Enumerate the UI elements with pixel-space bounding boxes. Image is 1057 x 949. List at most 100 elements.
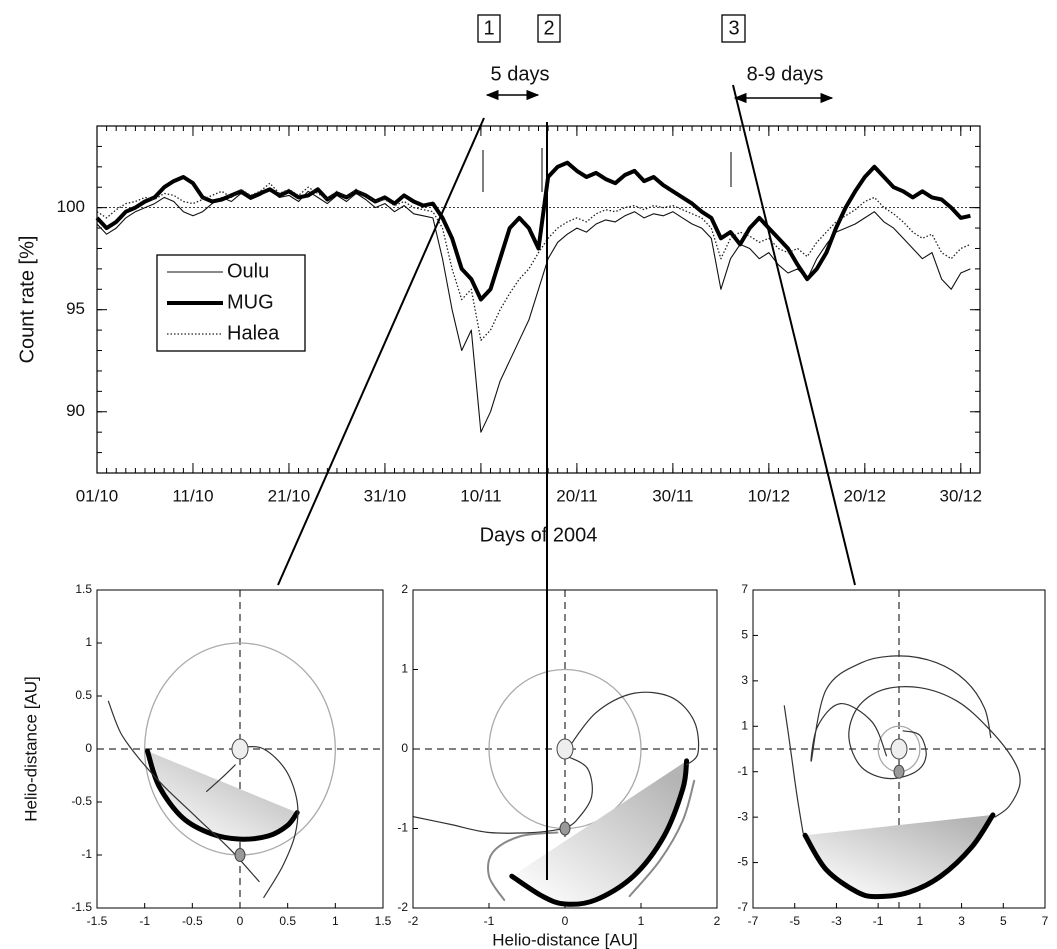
annotation-box bbox=[477, 14, 501, 43]
legend-label: Oulu bbox=[227, 260, 269, 282]
y-tick-label: -0.5 bbox=[71, 794, 92, 808]
y-tick-label: -1 bbox=[397, 821, 408, 835]
plot-area bbox=[413, 590, 717, 908]
x-tick-label: 30/11 bbox=[652, 486, 693, 505]
x-tick-label: -3 bbox=[831, 914, 842, 928]
field-line bbox=[783, 705, 804, 834]
y-tick-label: 90 bbox=[66, 401, 85, 420]
data-line bbox=[96, 182, 971, 341]
x-tick-label: -1 bbox=[484, 914, 495, 928]
field-line bbox=[509, 758, 690, 907]
field-line bbox=[848, 686, 1021, 818]
x-tick-label: 1.5 bbox=[375, 914, 392, 928]
shaded-region bbox=[805, 814, 993, 897]
y-tick-label: -1 bbox=[737, 764, 748, 778]
earth bbox=[559, 821, 571, 836]
legend-box bbox=[156, 254, 306, 352]
x-tick-label: 20/12 bbox=[844, 486, 887, 505]
y-tick-label: -1 bbox=[81, 847, 92, 861]
y-tick-label: 5 bbox=[741, 628, 748, 642]
x-tick-label: 1 bbox=[332, 914, 339, 928]
y-tick-label: -5 bbox=[737, 855, 748, 869]
plot-area bbox=[753, 590, 1045, 908]
x-tick-label: 0 bbox=[237, 914, 244, 928]
x-tick-label: -5 bbox=[789, 914, 800, 928]
y-axis-label: Count rate [%] bbox=[16, 236, 38, 364]
sun bbox=[890, 738, 908, 760]
annotation: 3 bbox=[728, 17, 739, 39]
y-tick-label: 1 bbox=[85, 635, 92, 649]
annotation: 5 days bbox=[491, 63, 550, 85]
y-tick-label: -7 bbox=[737, 900, 748, 914]
x-tick-label: 30/12 bbox=[940, 486, 983, 505]
x-tick-label: 5 bbox=[1000, 914, 1007, 928]
x-tick-label: -2 bbox=[408, 914, 419, 928]
y-tick-label: 100 bbox=[57, 197, 85, 216]
field-line bbox=[810, 655, 992, 762]
annotation-layout bbox=[277, 14, 856, 880]
annotation: 1 bbox=[483, 17, 494, 39]
earth bbox=[234, 848, 246, 862]
legend-label: Halea bbox=[227, 322, 280, 344]
x-tick-label: 1 bbox=[917, 914, 924, 928]
plot-frame bbox=[752, 589, 1046, 909]
y-tick-label: 1.5 bbox=[75, 582, 92, 596]
x-tick-label: 1 bbox=[638, 914, 645, 928]
shaded-region bbox=[147, 751, 298, 840]
x-tick-label: 7 bbox=[1042, 914, 1049, 928]
y-tick-label: -1.5 bbox=[71, 900, 92, 914]
field-line bbox=[206, 764, 236, 792]
x-tick-label: 3 bbox=[958, 914, 965, 928]
connector-line bbox=[732, 84, 856, 586]
x-tick-label: 10/12 bbox=[748, 486, 791, 505]
field-line bbox=[487, 831, 559, 901]
sun bbox=[231, 738, 249, 760]
field-line bbox=[107, 700, 260, 883]
annotation-box bbox=[537, 14, 561, 43]
x-tick-label: 01/10 bbox=[76, 486, 119, 505]
x-tick-label: -1 bbox=[873, 914, 884, 928]
sun bbox=[556, 738, 574, 760]
y-tick-label: 2 bbox=[401, 582, 408, 596]
annotation: 2 bbox=[543, 17, 554, 39]
field-line bbox=[413, 816, 566, 834]
legend-label: MUG bbox=[227, 291, 274, 313]
y-tick-label: -3 bbox=[737, 809, 748, 823]
x-tick-label: 0 bbox=[562, 914, 569, 928]
field-line bbox=[564, 756, 593, 830]
y-tick-label: 7 bbox=[741, 582, 748, 596]
x-tick-label: 21/10 bbox=[268, 486, 311, 505]
field-line bbox=[145, 748, 300, 842]
y-tick-label: 0 bbox=[85, 741, 92, 755]
y-tick-label: 1 bbox=[401, 662, 408, 676]
field-line bbox=[564, 691, 700, 766]
field-line bbox=[241, 746, 299, 898]
shaded-region bbox=[511, 760, 687, 905]
x-axis-label: Days of 2004 bbox=[480, 524, 598, 546]
field-line bbox=[628, 779, 696, 898]
y-tick-label: -2 bbox=[397, 900, 408, 914]
x-tick-label: 11/10 bbox=[172, 486, 213, 505]
x-tick-label: 10/11 bbox=[460, 486, 501, 505]
y-tick-label: 1 bbox=[741, 718, 748, 732]
y-axis-label: Helio-distance [AU] bbox=[21, 676, 40, 822]
x-tick-label: -1.5 bbox=[87, 914, 108, 928]
connector-line bbox=[277, 117, 485, 586]
field-line bbox=[802, 812, 996, 900]
annotation: 8-9 days bbox=[747, 63, 824, 85]
y-tick-label: 3 bbox=[741, 673, 748, 687]
x-tick-label: 20/11 bbox=[556, 486, 597, 505]
annotation-box bbox=[721, 14, 746, 43]
x-tick-label: -7 bbox=[748, 914, 759, 928]
x-axis-label: Helio-distance [AU] bbox=[492, 930, 638, 949]
y-tick-label: 95 bbox=[66, 299, 85, 318]
x-tick-label: 31/10 bbox=[364, 486, 407, 505]
plot-frame bbox=[96, 589, 384, 909]
x-tick-label: -1 bbox=[139, 914, 150, 928]
plot-frame bbox=[412, 589, 718, 909]
x-tick-label: -0.5 bbox=[182, 914, 203, 928]
y-tick-label: 0.5 bbox=[75, 688, 92, 702]
data-line bbox=[95, 160, 971, 302]
